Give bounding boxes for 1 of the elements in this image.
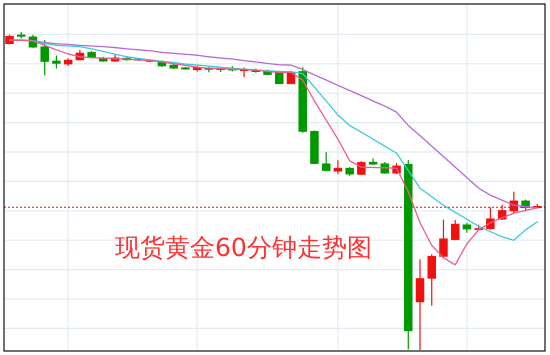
- annotation: 现货黄金60分钟走势图: [115, 233, 372, 262]
